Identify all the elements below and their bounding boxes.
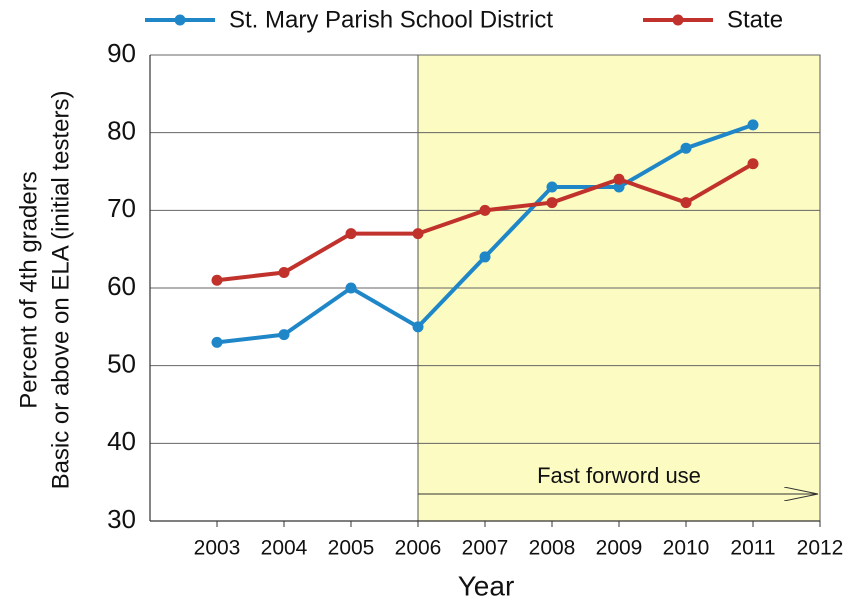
y-axis-label-line: Percent of 4th graders — [15, 171, 42, 408]
data-point — [546, 181, 558, 193]
x-tick-label: 2007 — [462, 537, 509, 560]
data-point — [747, 119, 759, 131]
y-tick-label: 40 — [107, 426, 136, 456]
x-tick-label: 2012 — [797, 537, 844, 560]
data-point — [546, 197, 558, 209]
y-tick-label: 30 — [107, 504, 136, 534]
data-point — [479, 251, 491, 263]
x-tick-label: 2006 — [395, 537, 442, 560]
legend-marker — [672, 14, 684, 26]
legend-label: State — [727, 6, 783, 33]
y-axis-label-line: Basic or above on ELA (initial testers) — [47, 91, 74, 490]
data-point — [211, 336, 223, 348]
y-tick-label: 90 — [107, 38, 136, 68]
x-tick-label: 2004 — [261, 537, 308, 560]
data-point — [278, 266, 290, 278]
data-point — [412, 321, 424, 333]
data-point — [613, 173, 625, 185]
data-point — [613, 181, 625, 193]
data-point — [412, 228, 424, 240]
legend-marker — [174, 14, 186, 26]
data-point — [680, 142, 692, 154]
annotation: Fast forword use — [537, 463, 701, 488]
y-tick-label: 70 — [107, 193, 136, 223]
x-tick-label: 2011 — [730, 537, 775, 560]
data-point — [345, 228, 357, 240]
data-point — [479, 204, 491, 216]
data-point — [345, 282, 357, 294]
y-tick-label: 60 — [107, 271, 136, 301]
x-tick-label: 2005 — [328, 537, 375, 560]
y-axis-label: Percent of 4th graders Basic or above on… — [15, 91, 74, 490]
y-tick-label: 80 — [107, 116, 136, 146]
data-point — [278, 329, 290, 341]
legend-label: St. Mary Parish School District — [229, 6, 553, 33]
x-tick-label: 2010 — [663, 537, 710, 560]
x-axis-label: Year — [458, 570, 515, 601]
y-tick-label: 50 — [107, 349, 136, 379]
x-tick-label: 2008 — [529, 537, 576, 560]
data-point — [747, 158, 759, 170]
data-point — [680, 197, 692, 209]
data-point — [211, 274, 223, 286]
x-tick-label: 2003 — [194, 537, 241, 560]
x-tick-label: 2009 — [596, 537, 643, 560]
